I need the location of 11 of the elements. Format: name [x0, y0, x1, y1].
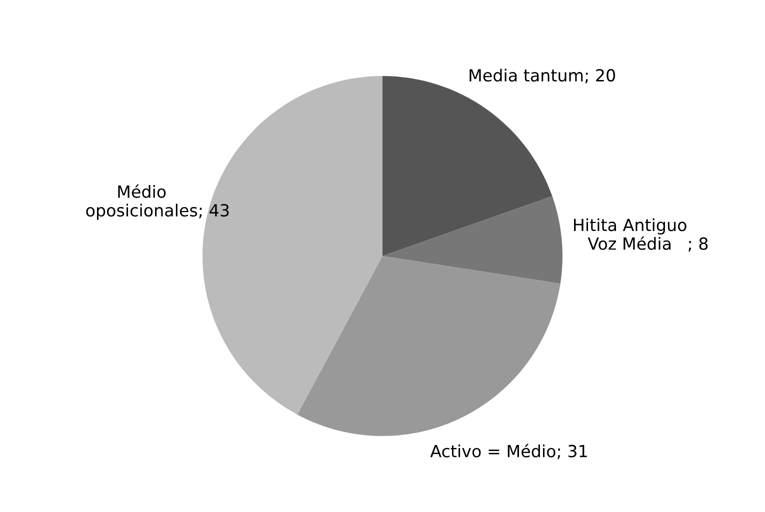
pie-slice	[297, 256, 560, 436]
data-label: ; 20	[585, 68, 616, 84]
data-label: ; 31	[558, 444, 587, 460]
data-label: ; 43	[199, 204, 229, 218]
slice-label: Activo = Médio	[430, 444, 556, 458]
slice-label: Media tantum	[470, 68, 583, 82]
data-label: ; 8	[688, 237, 708, 252]
pie-slice	[202, 76, 382, 415]
slice-label: Médio oposicionales	[86, 184, 198, 220]
slice-label: Hitita Antiguo Voz Média	[574, 218, 686, 250]
pie-slice	[382, 196, 562, 284]
